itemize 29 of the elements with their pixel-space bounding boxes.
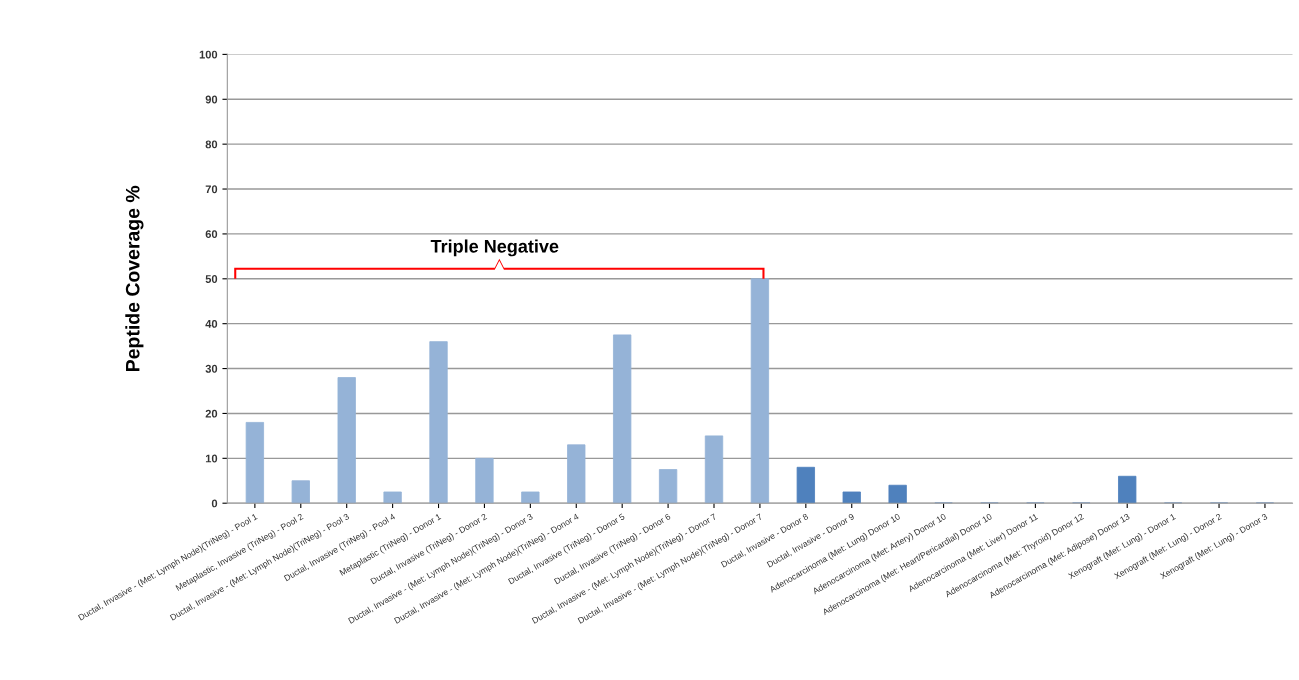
y-tick-label: 50 bbox=[205, 275, 218, 283]
bar bbox=[704, 435, 724, 504]
bar bbox=[337, 377, 356, 504]
y-tick-label: 0 bbox=[211, 499, 218, 508]
y-tick-label: 90 bbox=[205, 95, 218, 104]
y-tick-label: 40 bbox=[205, 319, 218, 328]
y-tick-label: 30 bbox=[205, 364, 218, 373]
y-tick-label: 70 bbox=[205, 185, 218, 194]
y-tick-label: 10 bbox=[205, 454, 218, 463]
bar bbox=[429, 341, 448, 504]
y-tick-label: 60 bbox=[205, 230, 218, 239]
y-tick-label: 100 bbox=[199, 50, 218, 59]
y-tick-label: 80 bbox=[205, 140, 218, 149]
bar bbox=[750, 278, 770, 504]
bar bbox=[658, 469, 678, 504]
bar bbox=[383, 491, 402, 504]
annotation: Triple Negative bbox=[430, 239, 559, 257]
bar bbox=[521, 491, 540, 504]
bar bbox=[567, 444, 586, 504]
y-axis-title: Peptide Coverage % bbox=[125, 185, 144, 371]
y-tick-label: 20 bbox=[205, 409, 218, 418]
bar bbox=[1118, 475, 1137, 504]
bar bbox=[291, 480, 310, 504]
bar bbox=[842, 491, 861, 504]
bar bbox=[613, 334, 632, 504]
bar bbox=[245, 422, 265, 504]
bar bbox=[796, 466, 815, 504]
bar bbox=[475, 457, 494, 504]
bar bbox=[888, 484, 907, 504]
